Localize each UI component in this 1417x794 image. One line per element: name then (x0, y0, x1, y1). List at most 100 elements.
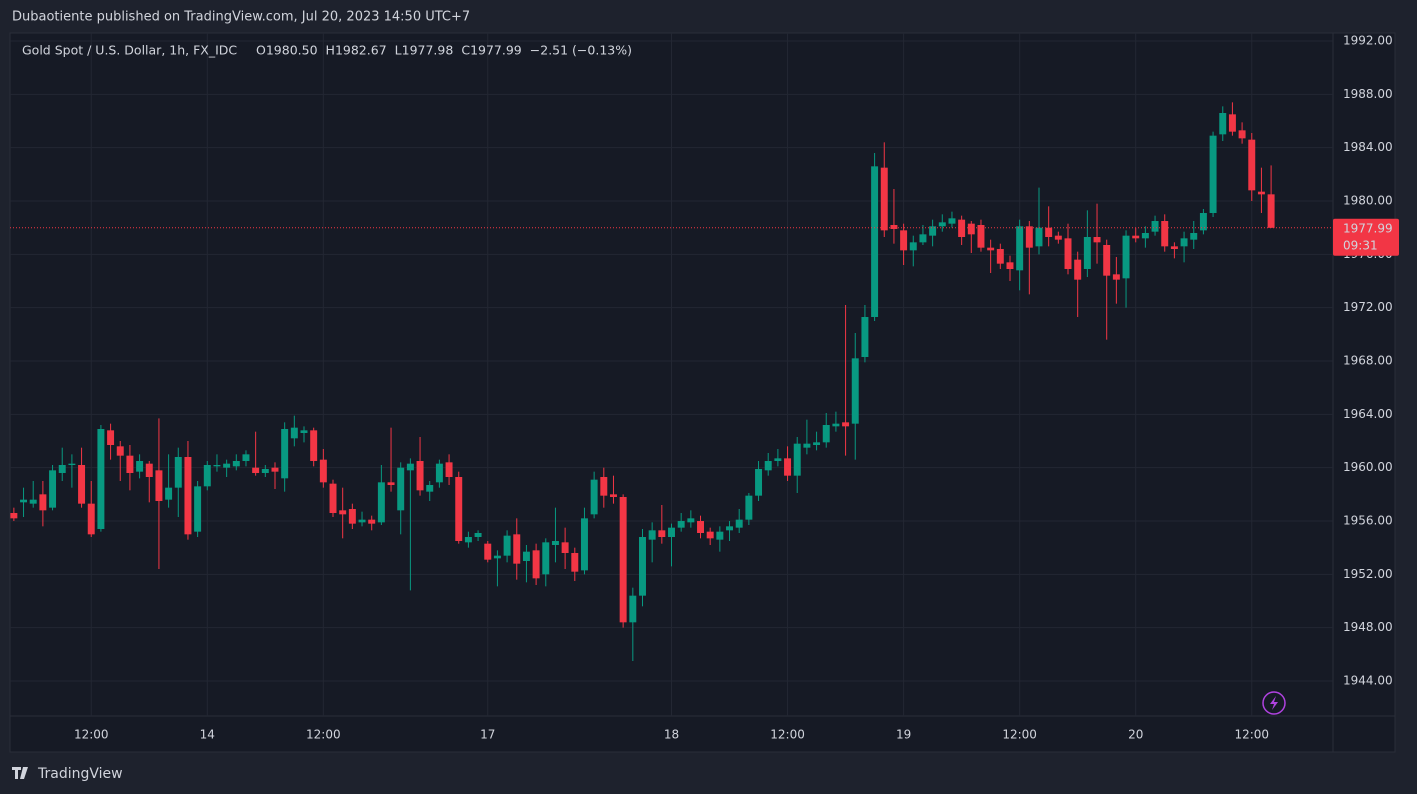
y-tick-label: 1964.00 (1343, 407, 1393, 421)
candle-body (1180, 238, 1188, 247)
candle-body (213, 465, 221, 467)
x-tick-label: 18 (664, 728, 679, 742)
ohlc-key: L (395, 43, 402, 58)
candle-body (842, 422, 850, 427)
y-tick-label: 1980.00 (1343, 194, 1393, 208)
y-tick-label: 1944.00 (1343, 674, 1393, 688)
candle-body (49, 470, 57, 508)
candle-body (445, 462, 453, 477)
candle-body (697, 521, 704, 533)
candle-body (39, 494, 47, 511)
candle-body (668, 527, 675, 537)
candle-body (503, 535, 511, 556)
candle-body (242, 454, 250, 461)
candle-body (938, 222, 946, 227)
candle-body (387, 482, 395, 485)
candle-body (203, 465, 211, 487)
ohlc-value: 1980.50 (266, 43, 318, 58)
candle-body (78, 465, 86, 504)
candle-body (977, 225, 985, 248)
candle-body (406, 463, 414, 471)
ohlc-key: C (461, 43, 470, 58)
candle-body (68, 463, 76, 465)
candle-body (426, 485, 434, 492)
candle-body (416, 461, 424, 491)
candle-body (851, 358, 859, 424)
y-tick-label: 1984.00 (1343, 140, 1393, 154)
brand-logo (12, 767, 28, 779)
candle-body (223, 463, 231, 468)
x-tick-label: 20 (1128, 728, 1143, 742)
candle-body (116, 446, 124, 456)
candle-body (996, 249, 1004, 264)
candle-body (639, 537, 646, 596)
candle-body (609, 494, 617, 497)
candle-body (571, 553, 579, 572)
candle-body (87, 503, 95, 535)
candle-body (126, 455, 134, 473)
countdown: 09:31 (1343, 238, 1378, 252)
candle-body (774, 458, 782, 461)
candle-body (745, 495, 753, 520)
candle-body (464, 537, 472, 543)
ohlc-key: O (256, 43, 266, 58)
candle-body (232, 461, 240, 467)
candle-body (1170, 246, 1178, 249)
candle-body (290, 427, 298, 439)
candle-body (706, 531, 714, 539)
candle-body (890, 225, 898, 229)
candle-body (493, 555, 501, 559)
candle-body (726, 526, 734, 531)
candle-body (880, 167, 888, 231)
candle-body (300, 430, 308, 433)
lightning-icon[interactable] (1262, 691, 1286, 715)
candle-body (735, 519, 743, 528)
candle-body (252, 467, 260, 473)
candle-body (1093, 237, 1101, 243)
last-price-label: 1977.99 (1343, 221, 1393, 235)
x-tick-label: 12:00 (1234, 728, 1269, 742)
candle-body (793, 443, 801, 476)
candle-body (1016, 226, 1024, 271)
symbol: Gold Spot / U.S. Dollar, 1h, FX_IDC (22, 43, 237, 58)
y-tick-label: 1960.00 (1343, 460, 1393, 474)
candle-body (822, 425, 830, 443)
candle-body (1064, 238, 1072, 269)
candle-body (319, 459, 327, 483)
candle-body (551, 541, 559, 545)
candle-body (1132, 235, 1140, 239)
candle-body (281, 429, 289, 479)
candle-body (909, 242, 917, 251)
candle-body (784, 458, 792, 476)
candle-body (522, 551, 530, 561)
candle-body (658, 530, 666, 537)
candle-body (590, 479, 598, 515)
candle-body (455, 477, 463, 541)
candle-body (136, 461, 144, 472)
y-tick-label: 1948.00 (1343, 620, 1393, 634)
candle-body (377, 482, 385, 523)
candle-body (542, 542, 550, 575)
candle-body (1190, 233, 1198, 240)
candle-body (1209, 135, 1217, 213)
candle-body (484, 543, 492, 560)
candle-body (184, 457, 192, 535)
y-tick-label: 1992.00 (1343, 34, 1393, 48)
candle-body (967, 223, 975, 235)
candle-body (329, 483, 337, 513)
candle-body (929, 226, 937, 236)
candle-body (1267, 194, 1275, 228)
candle-body (261, 469, 269, 473)
candle-body (561, 542, 569, 553)
candle-body (919, 234, 927, 243)
candle-body (1141, 233, 1149, 239)
candle-body (677, 521, 685, 528)
y-tick-label: 1972.00 (1343, 300, 1393, 314)
candle-body (97, 429, 105, 529)
candle-body (29, 499, 37, 504)
candle-body (20, 499, 28, 503)
candle-body (1238, 130, 1246, 139)
candle-body (803, 443, 811, 448)
